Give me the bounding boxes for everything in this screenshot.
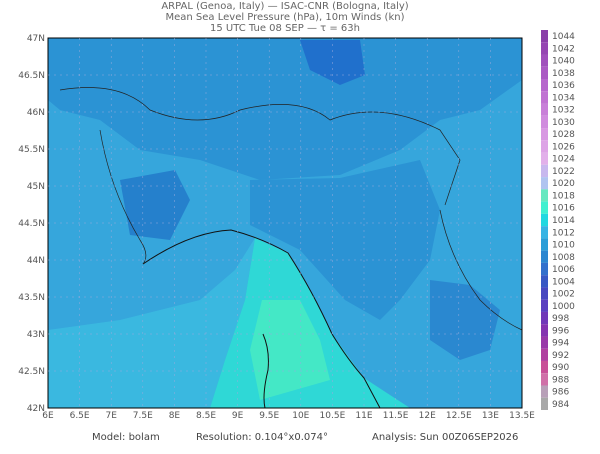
colorbar-label: 1044 [552,32,575,42]
colorbar-label: 1032 [552,106,575,116]
colorbar-label: 990 [552,363,569,373]
lat-label: 42.5N [18,367,45,377]
colorbar-label: 992 [552,351,569,361]
colorbar-label: 1006 [552,265,575,275]
colorbar-label: 1014 [552,216,575,226]
colorbar-swatch [541,42,548,55]
lon-label: 12E [419,411,436,421]
colorbar-swatch [541,336,548,349]
colorbar-label: 1010 [552,241,575,251]
colorbar-label: 1034 [552,93,575,103]
colorbar-swatch [541,30,548,43]
colorbar-swatch [541,226,548,239]
lon-label: 6E [42,411,54,421]
colorbar-label: 1000 [552,302,575,312]
colorbar-label: 1024 [552,155,575,165]
lat-label: 42N [27,404,45,414]
lat-label: 44.5N [18,219,45,229]
title-line: ARPAL (Genoa, Italy) — ISAC-CNR (Bologna… [161,1,408,12]
lon-label: 13E [482,411,499,421]
colorbar-swatch [541,213,548,227]
lon-label: 9.5E [259,411,279,421]
colorbar-label: 1002 [552,290,575,300]
colorbar-swatch [541,311,548,325]
lat-label: 47N [27,34,45,44]
colorbar-swatch [541,360,548,374]
colorbar-label: 1036 [552,81,575,91]
colorbar-label: 1038 [552,69,575,79]
lat-label: 43.5N [18,293,45,303]
lat-label: 46.5N [18,71,45,81]
colorbar-label: 998 [552,314,569,324]
colorbar-label: 1028 [552,130,575,140]
colorbar-swatch [541,238,548,251]
lon-label: 11E [355,411,372,421]
colorbar-swatch [541,385,548,398]
colorbar-swatch [541,91,548,104]
title-line: Mean Sea Level Pressure (hPa), 10m Winds… [166,12,405,23]
colorbar-label: 988 [552,375,569,385]
colorbar-label: 1016 [552,204,575,214]
colorbar-swatch [541,287,548,300]
lon-label: 8E [169,411,181,421]
lon-label: 10E [292,411,309,421]
lon-label: 7E [105,411,117,421]
colorbar-label: 1026 [552,142,575,152]
lon-label: 9E [232,411,244,421]
colorbar-label: 994 [552,339,569,349]
colorbar-swatch [541,397,548,410]
colorbar-label: 1018 [552,191,575,201]
footer-model: Model: bolam [92,432,160,443]
colorbar-label: 986 [552,388,569,398]
colorbar-label: 1030 [552,118,575,128]
colorbar-swatch [541,140,548,153]
colorbar-swatch [541,164,548,178]
colorbar-swatch [541,250,548,263]
colorbar-swatch [541,66,548,80]
colorbar-label: 984 [552,400,569,410]
lon-label: 10.5E [320,411,346,421]
lat-label: 43N [27,330,45,340]
lon-label: 11.5E [383,411,409,421]
colorbar-swatch [541,103,548,116]
lon-label: 12.5E [446,411,472,421]
colorbar-label: 996 [552,326,569,336]
colorbar-swatch [541,201,548,214]
colorbar-swatch [541,262,548,276]
colorbar-swatch [541,152,548,165]
colorbar-swatch [541,79,548,92]
colorbar-label: 1012 [552,228,575,238]
colorbar-swatch [541,54,548,67]
lon-label: 6.5E [70,411,90,421]
footer-analysis: Analysis: Sun 00Z06SEP2026 [372,432,518,443]
colorbar-swatch [541,275,548,288]
colorbar-swatch [541,128,548,141]
colorbar-swatch [541,324,548,337]
lon-label: 8.5E [196,411,216,421]
lat-label: 45N [27,182,45,192]
colorbar-label: 1042 [552,44,575,54]
colorbar-swatch [541,373,548,386]
title-line: 15 UTC Tue 08 SEP — τ = 63h [210,23,360,34]
colorbar-swatch [541,348,548,361]
footer-resolution: Resolution: 0.104°x0.074° [196,432,328,443]
lat-label: 46N [27,108,45,118]
colorbar-label: 1022 [552,167,575,177]
colorbar-label: 1004 [552,277,575,287]
colorbar-swatch [541,177,548,190]
colorbar-swatch [541,299,548,312]
colorbar-swatch [541,189,548,202]
lat-label: 45.5N [18,145,45,155]
colorbar-label: 1008 [552,253,575,263]
lon-label: 7.5E [133,411,153,421]
colorbar-label: 1040 [552,57,575,67]
colorbar-swatch [541,115,548,129]
lat-label: 44N [27,256,45,266]
colorbar-label: 1020 [552,179,575,189]
lon-label: 13.5E [509,411,535,421]
map-area [47,37,523,409]
